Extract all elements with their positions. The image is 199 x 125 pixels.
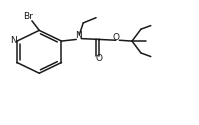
Text: O: O	[113, 33, 120, 42]
Text: O: O	[96, 54, 102, 63]
Text: N: N	[75, 32, 82, 40]
Text: N: N	[10, 36, 17, 45]
Text: Br: Br	[23, 12, 33, 21]
